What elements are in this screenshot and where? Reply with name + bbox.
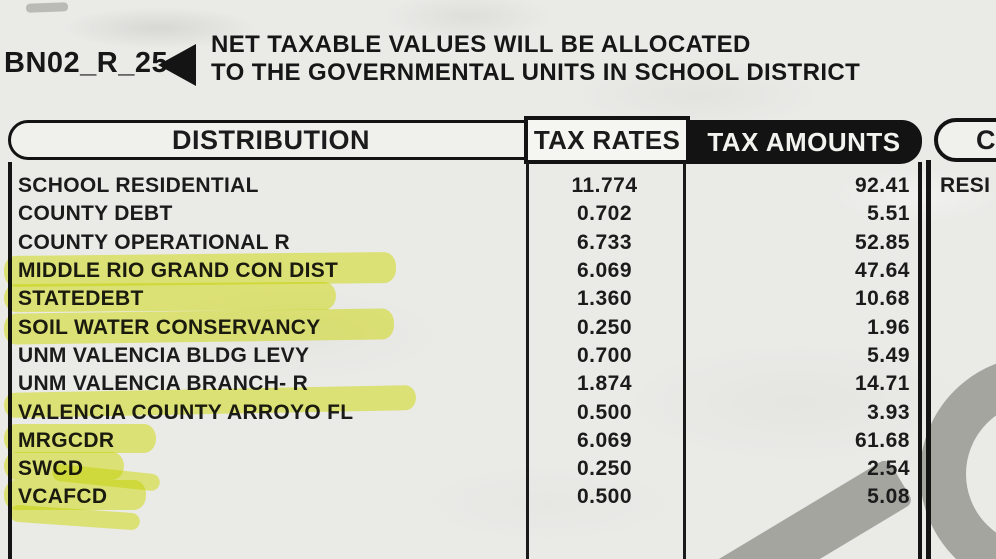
tax-rate-cell: 0.500: [576, 485, 633, 509]
col-header-tax-rates: TAX RATES: [524, 116, 690, 164]
tax-amount-cell: 1.96: [867, 315, 910, 339]
tax-rate-cell: 6.069: [576, 259, 633, 283]
tax-rate-cell: 6.069: [576, 428, 633, 452]
column-divider: [683, 162, 686, 559]
table-row: SCHOOL RESIDENTIAL 11.774 92.41: [12, 172, 918, 200]
column-divider: [526, 162, 529, 559]
table-row: MIDDLE RIO GRAND CON DIST 6.069 47.64: [12, 257, 918, 285]
distribution-table-body: SCHOOL RESIDENTIAL 11.774 92.41 COUNTY D…: [8, 162, 922, 559]
table-row: UNM VALENCIA BRANCH- R 1.874 14.71: [12, 370, 918, 398]
col-header-distribution: DISTRIBUTION: [172, 124, 370, 155]
district-name-cell: MIDDLE RIO GRAND CON DIST: [18, 259, 339, 283]
adjacent-table-header: C: [934, 118, 996, 162]
table-row: STATEDEBT 1.360 10.68: [12, 285, 918, 313]
district-name-cell: UNM VALENCIA BRANCH- R: [18, 372, 309, 396]
banner-line-1: NET TAXABLE VALUES WILL BE ALLOCATED: [211, 31, 751, 58]
tax-rate-cell: 0.700: [576, 343, 633, 367]
district-name-cell: SOIL WATER CONSERVANCY: [18, 315, 321, 339]
tax-rate-cell: 0.500: [576, 400, 633, 424]
tax-amount-cell: 52.85: [854, 230, 910, 254]
district-name-cell: UNM VALENCIA BLDG LEVY: [18, 343, 310, 367]
tax-amount-cell: 47.64: [854, 259, 910, 283]
tax-amount-cell: 2.54: [867, 457, 910, 481]
table-row: COUNTY OPERATIONAL R 6.733 52.85: [12, 229, 918, 257]
table-row: SOIL WATER CONSERVANCY 0.250 1.96: [12, 313, 918, 341]
scan-smudge: [25, 2, 69, 13]
left-arrow-icon: [158, 44, 196, 86]
tax-amount-cell: 10.68: [854, 287, 910, 311]
tax-rate-cell: 1.360: [576, 287, 633, 311]
district-name-cell: MRGCDR: [18, 428, 115, 452]
banner-text: NET TAXABLE VALUES WILL BE ALLOCATED TO …: [211, 31, 860, 87]
distribution-table-header: DISTRIBUTION TAX RATES TAX AMOUNTS: [8, 116, 922, 164]
tax-rate-cell: 1.874: [576, 372, 633, 396]
tax-amount-cell: 92.41: [854, 174, 910, 198]
table-row: COUNTY DEBT 0.702 5.51: [12, 200, 918, 228]
table-row: VCAFCD 0.500 5.08: [12, 483, 918, 511]
tax-amount-cell: 3.93: [867, 400, 910, 424]
form-code: BN02_R_25: [4, 47, 169, 79]
tax-amount-cell: 61.68: [854, 428, 910, 452]
table-rows: SCHOOL RESIDENTIAL 11.774 92.41 COUNTY D…: [12, 162, 918, 512]
tax-amount-cell: 5.51: [867, 202, 910, 226]
tax-rate-cell: 11.774: [571, 174, 638, 198]
table-row: VALENCIA COUNTY ARROYO FL 0.500 3.93: [12, 398, 918, 426]
tax-rate-cell: 6.733: [576, 230, 633, 254]
tax-amount-cell: 5.08: [867, 485, 910, 509]
district-name-cell: STATEDEBT: [18, 287, 144, 311]
table-row: UNM VALENCIA BLDG LEVY 0.700 5.49: [12, 342, 918, 370]
table-row: SWCD 0.250 2.54: [12, 455, 918, 483]
district-name-cell: VCAFCD: [18, 485, 108, 509]
adjacent-table-body: RESI: [926, 160, 996, 559]
district-name-cell: SWCD: [18, 457, 84, 481]
tax-rate-cell: 0.702: [576, 202, 633, 226]
district-name-cell: COUNTY OPERATIONAL R: [18, 230, 291, 254]
tax-rate-cell: 0.250: [576, 457, 633, 481]
tax-amount-cell: 5.49: [867, 343, 910, 367]
tax-rate-cell: 0.250: [576, 315, 633, 339]
col-header-tax-amounts: TAX AMOUNTS: [686, 120, 922, 164]
adjacent-table-cell: RESI: [940, 174, 991, 197]
banner-line-2: TO THE GOVERNMENTAL UNITS IN SCHOOL DIST…: [211, 59, 861, 86]
district-name-cell: COUNTY DEBT: [18, 202, 173, 226]
table-row: MRGCDR 6.069 61.68: [12, 427, 918, 455]
district-name-cell: VALENCIA COUNTY ARROYO FL: [18, 400, 354, 424]
district-name-cell: SCHOOL RESIDENTIAL: [18, 174, 259, 198]
tax-amount-cell: 14.71: [854, 372, 910, 396]
